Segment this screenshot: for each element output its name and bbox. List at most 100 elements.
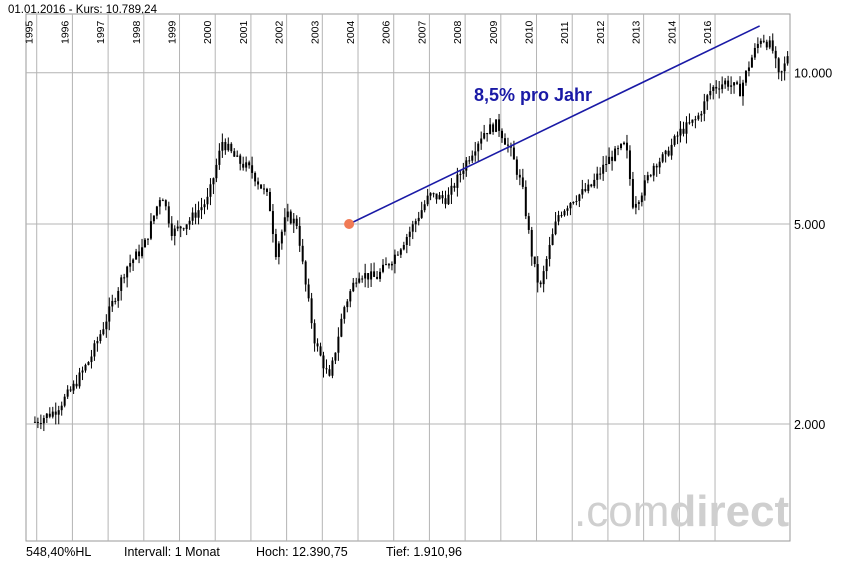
candle-body — [364, 273, 367, 279]
candle-body — [768, 40, 771, 48]
candle-body — [188, 220, 191, 225]
candle-body — [260, 184, 263, 189]
candle-body — [750, 57, 753, 68]
trendline-start-marker — [344, 219, 355, 229]
year-label: 2008 — [452, 20, 464, 44]
candle-body — [402, 244, 405, 250]
candle-body — [539, 282, 542, 285]
candle-body — [295, 218, 298, 226]
candle-body — [620, 144, 623, 149]
candle-body — [242, 163, 245, 168]
candle-body — [744, 70, 747, 83]
candle-body — [471, 155, 474, 161]
candle-body — [575, 201, 578, 203]
candle-body — [185, 224, 188, 230]
candle-body — [105, 321, 108, 330]
candle-body — [759, 40, 762, 44]
candle-body — [170, 223, 173, 236]
candle-body — [218, 150, 221, 165]
candle-body — [462, 170, 465, 174]
year-label: 1995 — [24, 20, 36, 44]
candle-body — [771, 40, 774, 51]
candle-body — [697, 115, 700, 120]
candle-body — [631, 179, 634, 208]
candle-body — [48, 413, 51, 417]
candle-body — [396, 254, 399, 256]
candle-body — [111, 300, 114, 307]
candle-body — [587, 184, 590, 191]
candle-body — [465, 160, 468, 171]
candle-body — [542, 271, 545, 285]
candle-body — [203, 204, 206, 208]
candle-body — [63, 396, 66, 406]
candle-body — [84, 364, 87, 371]
candle-body — [358, 278, 361, 283]
price-tick-label: 5.000 — [794, 218, 825, 232]
candle-body — [554, 221, 557, 235]
year-label: 1997 — [95, 20, 107, 44]
candle-body — [527, 216, 530, 230]
year-label: 2013 — [631, 20, 643, 44]
candle-body — [736, 82, 739, 84]
candle-body — [135, 251, 138, 260]
candle-body — [149, 221, 152, 239]
candle-body — [474, 151, 477, 156]
candle-body — [307, 284, 310, 299]
candle-body — [783, 63, 786, 72]
candle-body — [709, 91, 712, 96]
candle-body — [146, 238, 149, 240]
candle-body — [721, 84, 724, 90]
candle-body — [373, 271, 376, 277]
candle-body — [676, 135, 679, 137]
candle-body — [524, 186, 527, 217]
candle-body — [45, 413, 48, 419]
candle-body — [512, 147, 515, 160]
candle-body — [441, 195, 444, 199]
candle-body — [141, 247, 144, 257]
candle-body — [51, 411, 54, 417]
candle-body — [405, 236, 408, 245]
candle-body — [114, 300, 117, 302]
candle-body — [777, 58, 780, 73]
price-tick-labels: 2.000 5.000 10.000 — [794, 67, 832, 432]
candle-body — [667, 150, 670, 156]
candle-body — [545, 258, 548, 272]
candle-body — [277, 243, 280, 258]
plot-area — [25, 13, 791, 542]
year-label: 2011 — [559, 21, 571, 44]
candle-body — [420, 210, 423, 218]
price-tick-label: 2.000 — [794, 418, 825, 432]
candle-body — [283, 217, 286, 232]
candle-body — [81, 370, 84, 373]
candle-body — [349, 291, 352, 302]
candle-body — [90, 356, 93, 363]
candle-body — [590, 184, 593, 187]
candle-body — [658, 161, 661, 168]
candle-body — [498, 119, 501, 131]
candle-body — [179, 226, 182, 229]
candle-body — [233, 151, 236, 157]
candle-body — [132, 259, 135, 264]
candle-body — [96, 341, 99, 344]
candle-body — [536, 264, 539, 283]
candle-body — [614, 148, 617, 161]
candle-body — [158, 200, 161, 207]
candle-body — [298, 225, 301, 246]
candle-body — [390, 263, 393, 266]
candle-body — [459, 173, 462, 175]
candle-body — [661, 154, 664, 162]
year-labels: 1995 1996 1997 1998 1999 2000 2001 2002 2003 2004… — [24, 20, 714, 44]
candle-body — [700, 113, 703, 116]
candle-body — [304, 261, 307, 285]
candle-body — [408, 231, 411, 237]
candle-body — [60, 405, 63, 411]
candle-body — [652, 165, 655, 176]
candle-body — [263, 188, 266, 190]
candle-body — [399, 249, 402, 255]
candle-body — [691, 119, 694, 123]
candle-body — [310, 298, 313, 324]
candle-body — [167, 206, 170, 224]
candle-body — [569, 203, 572, 209]
candle-body — [221, 142, 224, 151]
